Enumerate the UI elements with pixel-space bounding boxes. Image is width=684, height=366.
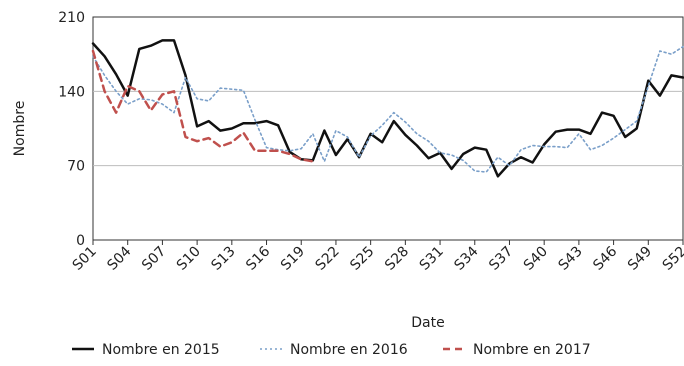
x-tick-label-S22: S22 xyxy=(313,244,343,274)
x-tick-label-S40: S40 xyxy=(521,244,551,274)
x-tick-label-S37: S37 xyxy=(486,244,516,274)
y-tick-label-140: 140 xyxy=(58,84,85,100)
x-tick-label-S01: S01 xyxy=(70,244,100,274)
y-tick-label-210: 210 xyxy=(58,10,85,26)
series-line-3 xyxy=(91,49,315,163)
x-tick-label-S34: S34 xyxy=(451,243,481,273)
x-tick-label-S07: S07 xyxy=(139,244,169,274)
x-axis-title: Date xyxy=(411,315,444,331)
x-tick-label-S25: S25 xyxy=(347,244,377,274)
legend-label-3: Nombre en 2017 xyxy=(473,342,591,358)
x-tick-label-S13: S13 xyxy=(208,244,238,274)
x-tick-label-S31: S31 xyxy=(417,244,447,274)
plot-frame xyxy=(92,16,684,241)
x-tick-label-S46: S46 xyxy=(590,243,620,273)
legend-label-1: Nombre en 2015 xyxy=(102,342,220,358)
y-axis-title: Nombre xyxy=(12,101,28,157)
x-tick-label-S19: S19 xyxy=(278,244,308,274)
x-tick-label-S49: S49 xyxy=(625,244,655,274)
y-tick-label-0: 0 xyxy=(76,233,85,249)
x-tick-label-S10: S10 xyxy=(174,244,204,274)
x-tick-label-S43: S43 xyxy=(556,244,586,274)
x-tick-label-S52: S52 xyxy=(660,244,684,274)
legend-label-2: Nombre en 2016 xyxy=(290,342,408,358)
x-tick-label-S16: S16 xyxy=(243,243,273,273)
series-line-1 xyxy=(91,39,684,178)
y-tick-label-70: 70 xyxy=(67,159,85,175)
series-line-2 xyxy=(92,45,684,173)
x-tick-label-S04: S04 xyxy=(104,243,134,273)
x-tick-label-S28: S28 xyxy=(382,244,412,274)
